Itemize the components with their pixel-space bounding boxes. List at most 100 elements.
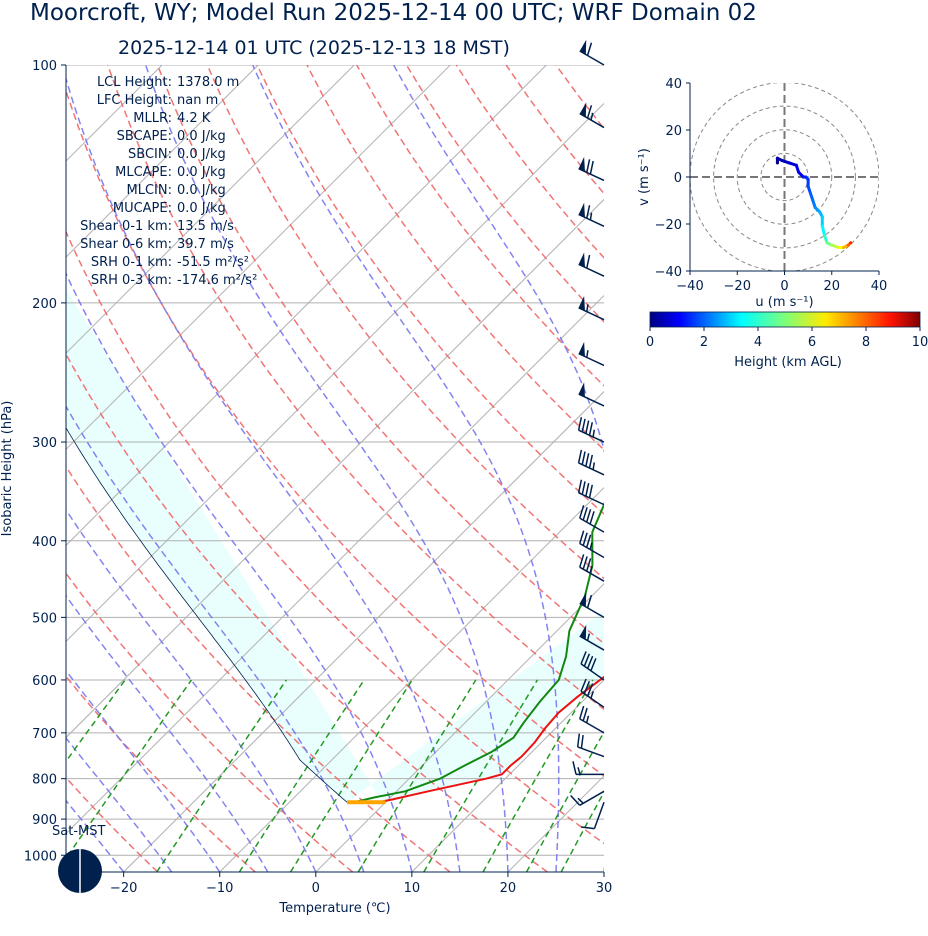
wind-barb [578, 296, 605, 321]
y-tick-label: 600 [32, 674, 57, 689]
mixing-ratio-lines [66, 679, 716, 872]
isotherm-line [219, 487, 604, 872]
hodograph-point [849, 241, 853, 245]
chart-title: Moorcroft, WY; Model Run 2025-12-14 00 U… [30, 0, 757, 26]
parameter-label: MLLR: [133, 111, 172, 126]
hodograph-point [813, 206, 817, 210]
wind-barb [577, 479, 605, 506]
dry-adiabat-line [66, 88, 604, 777]
wind-barb-full [582, 707, 588, 722]
colorbar-tick-label: 0 [646, 335, 654, 350]
wind-barb [581, 802, 605, 830]
wind-barb-staff [579, 790, 605, 806]
wind-barb-full [583, 680, 591, 694]
moist-adiabat-line [66, 736, 173, 872]
wind-barb-full [588, 484, 594, 499]
wind-barb-full [579, 554, 585, 568]
wind-barb-flag [578, 296, 585, 311]
hodograph-point [842, 246, 846, 249]
hodograph-point [825, 241, 829, 245]
wind-barb-flag [578, 202, 585, 218]
wind-barb-full [581, 826, 595, 830]
hodograph-x-tick-label: 40 [871, 279, 888, 294]
wind-barb-half [577, 767, 581, 775]
wind-barb [578, 156, 605, 182]
x-tick-label: −10 [206, 881, 233, 896]
wind-barb-full [586, 105, 593, 119]
wind-barb [579, 505, 605, 533]
wind-barb-full [572, 761, 577, 775]
hodograph-trace [775, 156, 853, 249]
wind-barb-staff [577, 746, 605, 758]
wind-barb-staff [578, 429, 605, 443]
wind-barb-full [577, 417, 583, 431]
wind-barb-full [586, 42, 593, 56]
mixing-ratio-line [615, 680, 716, 872]
wind-barb [579, 530, 605, 559]
y-tick-label: 800 [32, 773, 57, 788]
wind-barb-half [590, 691, 594, 699]
parameter-value: 0.0 J/kg [177, 147, 226, 162]
wind-barb-flag [579, 624, 587, 640]
parameter-value: -51.5 m²/s² [177, 255, 249, 270]
hodograph-point [806, 177, 810, 181]
hodograph-x-tick-label: 0 [780, 279, 788, 294]
hodograph-point [837, 246, 841, 249]
colorbar-tick-label: 6 [808, 335, 816, 350]
wind-barb-full [570, 795, 581, 806]
wind-barb-full [586, 205, 591, 219]
wind-barb-staff [593, 802, 605, 829]
hodograph-point [775, 156, 779, 160]
colorbar-tick-label: 10 [912, 335, 928, 350]
parameter-label: LCL Height: [97, 75, 172, 90]
parameter-label: MUCAPE: [113, 201, 172, 216]
hodograph-point [830, 243, 834, 247]
wind-barb [579, 624, 605, 651]
height-colorbar: 0 2 4 6 8 10 Height (km AGL) [646, 311, 928, 370]
isotherm-line [66, 65, 259, 258]
moist-adiabat-line [66, 669, 221, 872]
wind-barb-full [581, 418, 586, 433]
parcel-path-line [66, 427, 348, 803]
colorbar-gradient [649, 311, 921, 328]
mixing-ratio-line [482, 679, 594, 872]
wind-barb-full [580, 734, 584, 749]
wind-barb-full [580, 678, 587, 692]
sun-indicator: Sat-MST [52, 824, 105, 893]
wind-barb-flag [579, 102, 587, 118]
wind-barb [577, 449, 605, 476]
parameter-label: SBCAPE: [117, 129, 172, 144]
isotherm-line [700, 65, 928, 872]
wind-barb-full [588, 422, 594, 436]
y-tick-label: 400 [32, 535, 57, 550]
chart-subtitle: 2025-12-14 01 UTC (2025-12-13 18 MST) [118, 37, 510, 59]
dry-adiabat-line [606, 65, 928, 872]
mixing-ratio-line [525, 730, 604, 872]
x-tick-label: 20 [500, 881, 517, 896]
wind-barb-flag [578, 341, 585, 357]
moist-adiabat-line [66, 508, 317, 872]
hodograph-y-tick-label: −40 [655, 265, 682, 280]
wind-barb [579, 39, 605, 66]
wind-barb [579, 102, 605, 129]
wind-barb-full [585, 509, 592, 523]
hodograph-ring [736, 129, 833, 225]
hodograph-y-tick-label: 0 [674, 171, 682, 186]
wind-barb-full [579, 705, 585, 720]
wind-barb-half [590, 112, 594, 121]
parameter-value: -174.6 m²/s² [177, 273, 257, 288]
wind-barb-full [582, 532, 588, 546]
hodograph-point [794, 163, 798, 167]
wind-barb-full [585, 482, 590, 497]
wind-barb-flag [579, 592, 587, 607]
wind-barb-half [586, 350, 589, 358]
hodograph-x-tick-label: 20 [823, 279, 840, 294]
sun-label: Sat-MST [52, 824, 105, 839]
parameter-label: SBCIN: [128, 147, 172, 162]
wind-barb-full [582, 507, 588, 521]
moist-adiabat-line [66, 76, 461, 872]
dry-adiabats [66, 65, 928, 872]
dry-adiabat-line [66, 572, 354, 872]
hodograph-x-tick-label: −20 [724, 279, 751, 294]
wind-barb-half [592, 462, 596, 470]
